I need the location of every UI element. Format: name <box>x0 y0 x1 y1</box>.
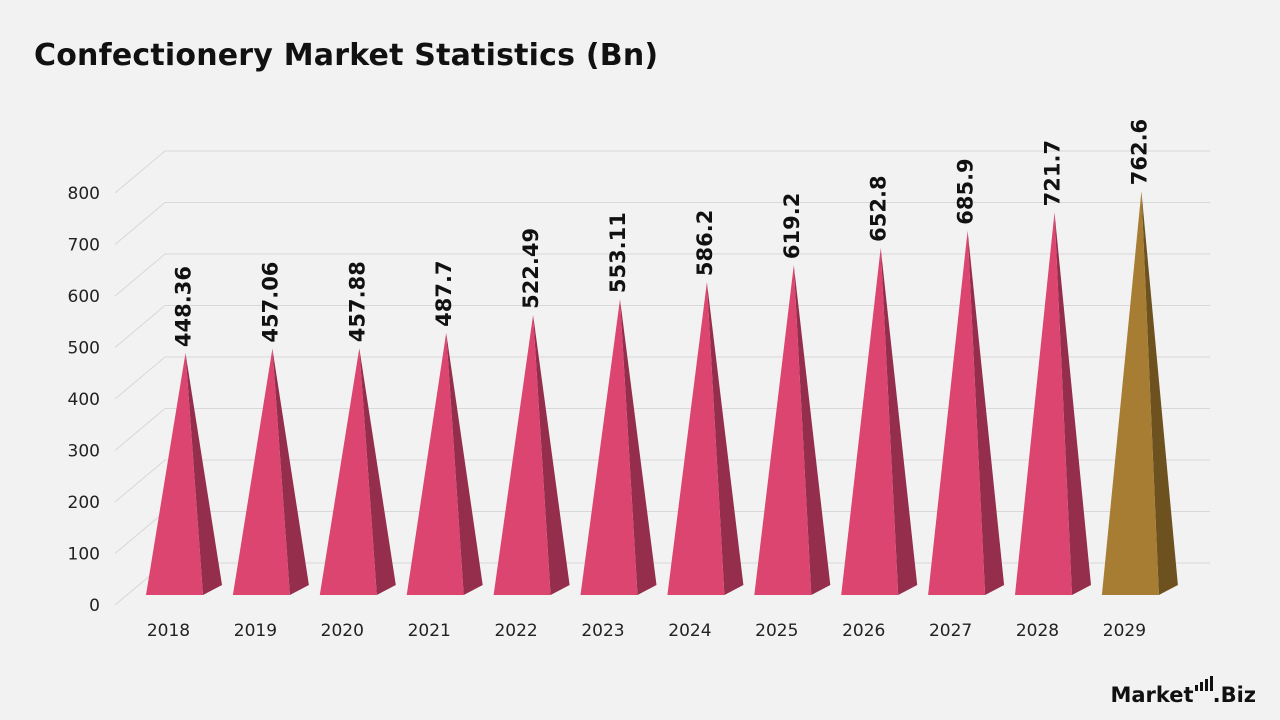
y-tick-label: 200 <box>68 493 100 513</box>
pyramid-bar <box>1015 212 1072 595</box>
x-tick-label: 2023 <box>581 621 624 641</box>
data-label: 619.2 <box>780 193 804 259</box>
marketbiz-logo: Market .Biz <box>1110 676 1256 707</box>
x-axis: 2018 2019 2020 2021 2022 2023 2024 2025 2026 2027… <box>147 621 1146 641</box>
bars <box>146 191 1178 596</box>
data-label: 448.36 <box>172 266 196 347</box>
data-label: 457.88 <box>345 261 369 342</box>
grid-line-diagonal <box>114 408 166 451</box>
data-label: 457.06 <box>258 262 282 343</box>
pyramid-bar <box>580 299 638 595</box>
data-label: 586.2 <box>693 210 717 276</box>
pyramid-bar <box>232 348 290 595</box>
x-tick-label: 2022 <box>494 621 537 641</box>
y-axis: 0 100 200 300 400 500 600 700 800 <box>68 184 100 616</box>
grid-line-diagonal <box>114 511 166 554</box>
pyramid-bar <box>493 314 551 595</box>
pyramid-bar <box>319 348 377 595</box>
y-tick-label: 100 <box>68 545 100 565</box>
y-tick-label: 0 <box>89 596 100 616</box>
pyramid-bar <box>1101 191 1159 596</box>
y-tick-label: 300 <box>68 442 100 462</box>
pyramid-bar-side <box>706 282 744 595</box>
data-labels: 448.36 457.06 457.88 487.7 522.49 553.11 586.2… <box>172 119 1152 347</box>
x-tick-label: 2024 <box>668 621 711 641</box>
pyramid-bar-side <box>533 314 570 595</box>
pyramid-bar-side <box>272 348 309 595</box>
pyramid-bar-side <box>359 348 396 595</box>
x-tick-label: 2019 <box>234 621 277 641</box>
y-tick-label: 600 <box>68 287 100 307</box>
data-label: 652.8 <box>867 175 891 241</box>
data-label: 487.7 <box>432 260 456 326</box>
y-tick-label: 700 <box>68 236 100 256</box>
chart-title: Confectionery Market Statistics (Bn) <box>34 38 659 73</box>
logo-text-market: Market <box>1110 683 1194 707</box>
data-label: 762.6 <box>1127 119 1151 185</box>
x-tick-label: 2021 <box>408 621 451 641</box>
pyramid-bar-side <box>185 353 222 595</box>
x-tick-label: 2018 <box>147 621 190 641</box>
data-label: 553.11 <box>606 212 630 293</box>
grid-line-diagonal <box>114 459 166 503</box>
grid-line-diagonal <box>114 150 166 194</box>
pyramid-bar-side <box>967 230 1005 595</box>
data-label: 522.49 <box>519 228 543 309</box>
pyramid-bar <box>928 230 986 595</box>
y-tick-label: 400 <box>68 390 100 410</box>
pyramid-bar-side <box>1141 191 1178 596</box>
logo-bars-icon <box>1194 676 1213 691</box>
data-label: 685.9 <box>954 158 978 224</box>
grid-line-diagonal <box>114 356 166 400</box>
grid-line-diagonal <box>114 305 166 348</box>
logo-text-biz: .Biz <box>1212 683 1256 707</box>
pyramid-bar-side <box>793 265 831 595</box>
y-tick-label: 500 <box>68 339 100 359</box>
grid-line-diagonal <box>114 202 166 245</box>
pyramid-bar <box>146 353 203 595</box>
pyramid-bar-side <box>446 332 483 595</box>
x-tick-label: 2027 <box>929 621 972 641</box>
pyramid-bar-side <box>620 299 657 595</box>
pyramid-bar <box>406 332 464 595</box>
x-tick-label: 2028 <box>1016 621 1059 641</box>
x-tick-label: 2025 <box>755 621 798 641</box>
grid-line-diagonal <box>114 253 166 297</box>
pyramid-bar <box>754 265 812 595</box>
pyramid-bar <box>667 282 725 595</box>
x-tick-label: 2029 <box>1103 621 1146 641</box>
pyramid-bar <box>841 247 899 596</box>
x-tick-label: 2020 <box>321 621 364 641</box>
data-label: 721.7 <box>1041 140 1065 206</box>
pyramid-bar-side <box>1054 212 1091 595</box>
y-tick-label: 800 <box>68 184 100 204</box>
pyramid-bar-side <box>880 247 918 596</box>
x-tick-label: 2026 <box>842 621 885 641</box>
